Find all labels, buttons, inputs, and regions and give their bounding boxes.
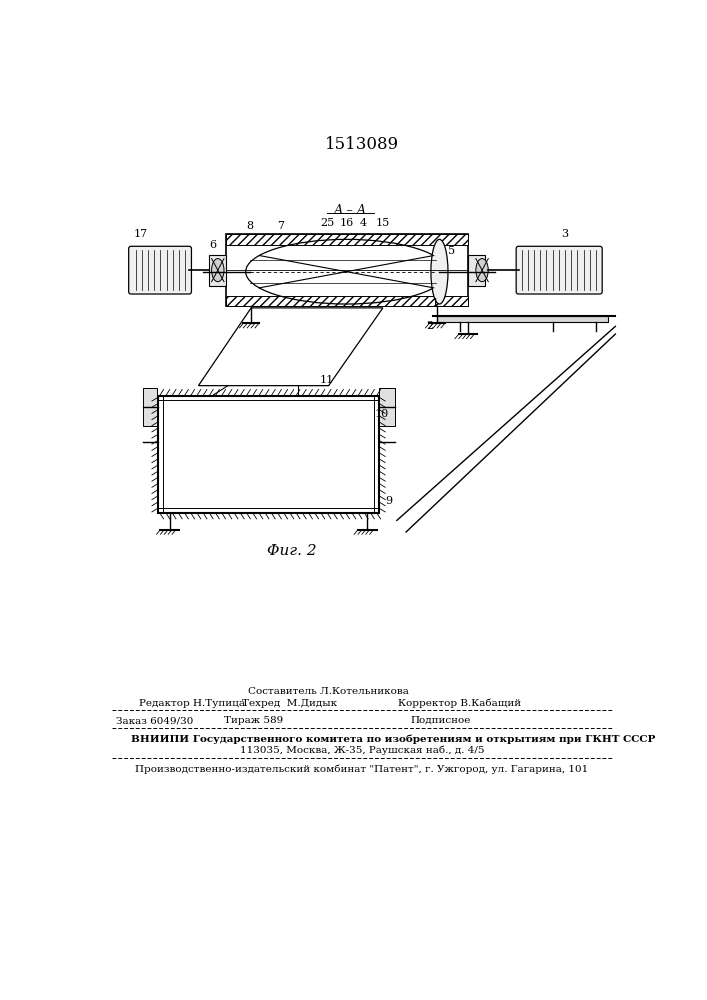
Text: 10: 10 [374, 409, 388, 419]
Text: Φиг. 2: Φиг. 2 [267, 544, 316, 558]
Text: 9: 9 [385, 496, 392, 506]
Text: ВНИИПИ Государственного комитета по изобретениям и открытиям при ГКНТ СССР: ВНИИПИ Государственного комитета по изоб… [131, 734, 655, 744]
Text: 1513089: 1513089 [325, 136, 399, 153]
Bar [143, 388, 156, 426]
Text: 113035, Москва, Ж-35, Раушская наб., д. 4/5: 113035, Москва, Ж-35, Раушская наб., д. … [240, 745, 484, 755]
Text: Производственно-издательский комбинат "Патент", г. Ужгород, ул. Гагарина, 101: Производственно-издательский комбинат "П… [135, 764, 588, 774]
Text: 2: 2 [426, 321, 433, 331]
Ellipse shape [211, 259, 224, 282]
Text: 11: 11 [320, 375, 334, 385]
Text: 7: 7 [277, 221, 284, 231]
Text: А – А: А – А [334, 204, 367, 217]
FancyBboxPatch shape [129, 246, 192, 294]
Bar [226, 234, 468, 245]
Bar [226, 296, 468, 306]
Text: Подписное: Подписное [410, 716, 470, 725]
Text: Редактор Н.Тупица: Редактор Н.Тупица [139, 699, 245, 708]
Text: 16: 16 [339, 218, 354, 228]
Text: Техред  М.Дидык: Техред М.Дидык [242, 699, 337, 708]
Ellipse shape [476, 259, 489, 282]
Text: 8: 8 [246, 221, 253, 231]
Bar [226, 234, 468, 306]
FancyBboxPatch shape [516, 246, 602, 294]
Text: Тираж 589: Тираж 589 [224, 716, 284, 725]
Text: 5: 5 [448, 246, 455, 256]
Text: 3: 3 [561, 229, 568, 239]
Text: Корректор В.Кабащий: Корректор В.Кабащий [398, 699, 522, 708]
Bar [437, 316, 607, 322]
Text: 1: 1 [432, 298, 439, 308]
Text: 25: 25 [320, 218, 334, 228]
Text: 6: 6 [209, 240, 216, 250]
Text: Составитель Л.Котельникова: Составитель Л.Котельникова [248, 687, 409, 696]
Bar [158, 396, 379, 513]
Bar [209, 255, 226, 286]
Bar [468, 255, 485, 286]
Text: 15: 15 [375, 218, 390, 228]
Ellipse shape [431, 239, 448, 304]
Text: Заказ 6049/30: Заказ 6049/30 [115, 716, 193, 725]
Bar [379, 388, 395, 426]
Text: 17: 17 [134, 229, 148, 239]
Text: 4: 4 [360, 218, 367, 228]
